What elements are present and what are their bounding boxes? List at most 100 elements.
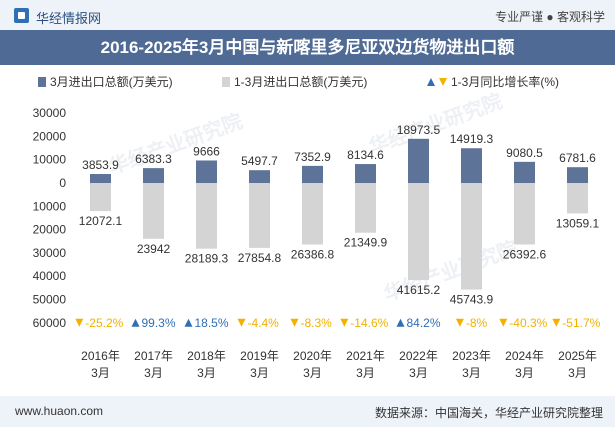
growth-rate-label: -14.6% [350,316,388,330]
month-bar [143,168,164,183]
legend-down-icon [439,78,447,86]
month-bar [514,161,535,183]
site-url[interactable]: www.huaon.com [15,404,104,418]
growth-down-icon [455,318,464,327]
x-tick-label: 3月 [197,366,216,380]
x-tick-label: 2016年 [81,349,120,363]
legend-label: 1-3月进出口总额(万美元) [234,75,367,89]
growth-down-icon [499,318,508,327]
growth-rate-label: 99.3% [142,316,176,330]
ytd-bar [514,183,535,245]
y-tick-label: 20000 [33,223,67,237]
month-value-label: 8134.6 [347,148,384,162]
x-tick-label: 3月 [303,366,322,380]
ytd-value-label: 13059.1 [556,216,600,230]
growth-up-icon [184,318,193,327]
ytd-bar [302,183,323,245]
growth-down-icon [290,318,299,327]
y-tick-label: 60000 [33,316,67,330]
y-tick-label: 0 [59,176,66,190]
ytd-bar [461,183,482,290]
x-tick-label: 2020年 [293,349,332,363]
ytd-value-label: 23942 [137,242,171,256]
x-tick-label: 2022年 [399,349,438,363]
growth-down-icon [340,318,349,327]
header-bar [0,0,615,30]
ytd-bar [249,183,270,248]
month-bar [461,148,482,183]
x-tick-label: 3月 [250,366,269,380]
chart-title: 2016-2025年3月中国与新喀里多尼亚双边货物进出口额 [100,38,515,57]
y-tick-label: 20000 [33,129,67,143]
ytd-value-label: 28189.3 [185,252,229,266]
ytd-bar [567,183,588,214]
x-tick-label: 3月 [515,366,534,380]
growth-rate-label: -8% [466,316,488,330]
legend-swatch [38,77,46,87]
growth-down-icon [237,318,246,327]
brand-logo-icon [14,8,29,23]
growth-rate-label: 18.5% [195,316,229,330]
brand-name[interactable]: 华经情报网 [36,11,102,26]
growth-down-icon [75,318,84,327]
growth-rate-label: -51.7% [562,316,600,330]
growth-rate-label: -8.3% [301,316,333,330]
growth-up-icon [396,318,405,327]
month-bar [567,167,588,183]
ytd-value-label: 27854.8 [238,251,282,265]
y-tick-label: 10000 [33,199,67,213]
x-tick-label: 2017年 [134,349,173,363]
month-bar [302,165,323,183]
ytd-value-label: 12072.1 [79,214,123,228]
x-tick-label: 2018年 [187,349,226,363]
month-bar [408,138,429,183]
ytd-value-label: 26386.8 [291,247,335,261]
month-value-label: 14919.3 [450,132,494,146]
month-value-label: 18973.5 [397,123,441,137]
month-value-label: 7352.9 [294,150,331,164]
ytd-bar [90,183,111,212]
growth-up-icon [131,318,140,327]
y-tick-label: 50000 [33,293,67,307]
x-tick-label: 3月 [409,366,428,380]
ytd-bar [196,183,217,249]
x-tick-label: 3月 [144,366,163,380]
legend-label: 3月进出口总额(万美元) [50,75,173,89]
legend-swatch [222,77,230,87]
y-tick-label: 30000 [33,106,67,120]
x-tick-label: 2024年 [505,349,544,363]
y-tick-label: 10000 [33,153,67,167]
ytd-bar [355,183,376,233]
ytd-value-label: 41615.2 [397,283,441,297]
month-bar [90,174,111,183]
y-tick-label: 30000 [33,246,67,260]
x-tick-label: 3月 [356,366,375,380]
month-value-label: 6781.6 [559,151,596,165]
footer-bar [0,396,615,427]
month-value-label: 5497.7 [241,154,278,168]
y-tick-label: 40000 [33,269,67,283]
month-value-label: 3853.9 [82,158,119,172]
tagline: 专业严谨 ● 客观科学 [495,10,605,24]
x-tick-label: 2025年 [558,349,597,363]
title-bar [0,30,615,65]
growth-down-icon [552,318,561,327]
ytd-bar [408,183,429,280]
x-tick-label: 2023年 [452,349,491,363]
month-value-label: 9666 [193,144,220,158]
legend-label: 1-3月同比增长率(%) [451,74,559,89]
data-source: 数据来源：中国海关，华经产业研究院整理 [374,406,603,420]
ytd-value-label: 21349.9 [344,236,388,250]
growth-rate-label: -25.2% [85,316,123,330]
chart-area: 3月进出口总额(万美元) 1-3月进出口总额(万美元) 1-3月同比增长率(%) 30… [33,74,601,380]
x-tick-label: 2021年 [346,349,385,363]
month-value-label: 9080.5 [506,146,543,160]
x-tick-label: 3月 [568,366,587,380]
month-value-label: 6383.3 [135,152,172,166]
x-tick-label: 2019年 [240,349,279,363]
growth-rate-label: 84.2% [407,316,441,330]
growth-rate-label: -4.4% [248,316,280,330]
ytd-bar [143,183,164,239]
month-bar [355,164,376,183]
month-bar [249,170,270,183]
